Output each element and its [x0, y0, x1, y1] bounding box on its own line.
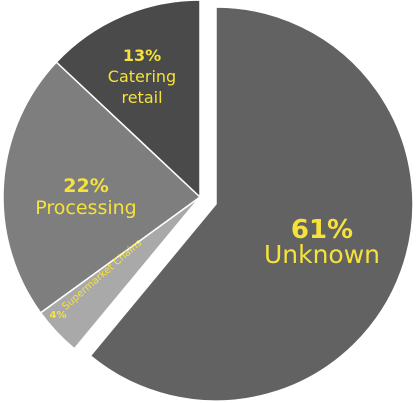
- pie-slice-unknown: [89, 6, 414, 402]
- slice-percent-label-processing: 22%: [63, 175, 108, 197]
- slice-category-label-processing: Processing: [35, 197, 136, 219]
- slice-percent-label-supermarket: 4%: [50, 310, 67, 321]
- slice-category-label-catering-line2: retail: [121, 88, 162, 107]
- slice-percent-label-catering: 13%: [123, 46, 161, 65]
- slice-category-label-unknown: Unknown: [264, 240, 380, 269]
- pie-slice-processing: [2, 61, 202, 314]
- pie-slices: [2, 0, 414, 402]
- slice-percent-label-unknown: 61%: [291, 215, 353, 245]
- pie-slice-catering: [55, 0, 201, 199]
- slice-category-label-catering-line1: Catering: [108, 67, 176, 86]
